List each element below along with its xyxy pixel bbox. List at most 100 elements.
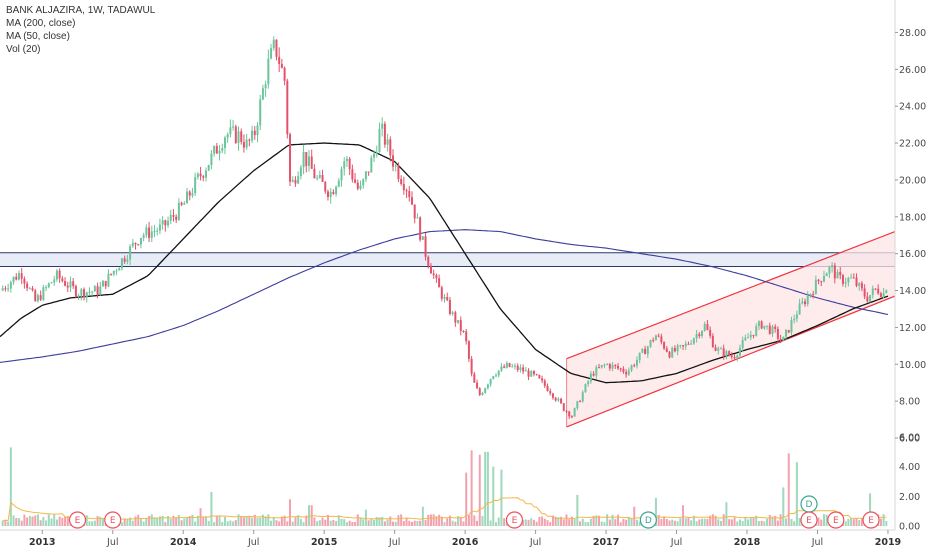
- volume-bar: [703, 518, 706, 526]
- volume-bar: [324, 519, 327, 526]
- volume-bar: [23, 514, 26, 526]
- candle-body: [801, 301, 804, 304]
- candle-body: [302, 152, 305, 168]
- candle-body: [513, 365, 516, 367]
- candle-body: [237, 131, 240, 143]
- candle-body: [251, 130, 254, 141]
- candle-body: [763, 325, 766, 329]
- volume-bar: [484, 451, 487, 526]
- candle-body: [337, 180, 340, 187]
- candle-body: [47, 283, 50, 288]
- volume-tick-label: 2.00: [899, 492, 920, 503]
- volume-bar: [679, 518, 682, 526]
- volume-bar: [351, 521, 354, 526]
- candle-body: [519, 367, 522, 370]
- regression-channel-layer: [566, 230, 896, 428]
- candle-body: [245, 139, 248, 148]
- volume-bar: [194, 521, 197, 526]
- candle-body: [378, 128, 381, 153]
- candle-body: [478, 388, 481, 395]
- candle-body: [101, 280, 104, 287]
- volume-bar: [234, 520, 237, 526]
- candle-body: [215, 146, 218, 154]
- volume-bar: [305, 515, 308, 526]
- candle-body: [573, 408, 576, 417]
- candle-body: [719, 348, 722, 350]
- candle-body: [324, 181, 327, 192]
- volume-bar: [232, 521, 235, 526]
- candle-body: [725, 351, 728, 357]
- volume-bar: [142, 521, 145, 526]
- volume-bar: [175, 517, 178, 526]
- candle-body: [158, 224, 161, 231]
- candle-body: [343, 161, 346, 169]
- candle-body: [541, 378, 544, 381]
- volume-bar: [270, 520, 273, 526]
- candle-body: [329, 191, 332, 197]
- volume-bar: [99, 516, 102, 526]
- volume-bar: [579, 521, 582, 526]
- volume-bar: [541, 516, 544, 526]
- dividend-marker-icon: D: [800, 495, 818, 513]
- candle-body: [682, 345, 685, 347]
- candle-body: [28, 288, 31, 290]
- candle-body: [630, 365, 633, 371]
- volume-bar: [85, 515, 88, 526]
- volume-bar: [635, 519, 638, 526]
- candle-body: [386, 139, 389, 145]
- candle-body: [413, 204, 416, 219]
- volume-bar: [744, 516, 747, 526]
- candle-body: [234, 126, 237, 143]
- volume-bar: [497, 517, 500, 526]
- volume-bar: [386, 519, 389, 526]
- volume-bar: [158, 516, 161, 526]
- candle-body: [118, 268, 121, 271]
- price-tick-label: 12.00: [899, 323, 926, 334]
- candle-body: [711, 335, 714, 348]
- price-tick-label: 26.00: [899, 65, 926, 76]
- volume-bar: [299, 518, 302, 526]
- candle-body: [177, 202, 180, 220]
- candle-body: [757, 321, 760, 327]
- volume-bar: [126, 519, 129, 526]
- candle-body: [703, 323, 706, 331]
- marker-label: E: [868, 516, 874, 526]
- volume-bar: [313, 517, 316, 526]
- candle-body: [416, 217, 419, 219]
- candle-body: [142, 235, 145, 238]
- volume-bar: [45, 520, 48, 526]
- candle-body: [316, 177, 319, 179]
- candle-body: [676, 345, 679, 352]
- candle-body: [199, 173, 202, 177]
- candle-body: [1, 288, 4, 291]
- candle-body: [459, 320, 462, 332]
- candle-body: [167, 220, 170, 226]
- volume-bar: [616, 514, 619, 526]
- volume-tick-label: 6.00: [899, 433, 920, 444]
- candle-body: [272, 39, 275, 49]
- candle-body: [26, 283, 29, 289]
- resistance-band: [0, 252, 895, 267]
- volume-bar: [291, 521, 294, 526]
- candle-body: [194, 177, 197, 194]
- volume-bar: [695, 521, 698, 526]
- price-tick-label: 28.00: [899, 28, 926, 39]
- volume-bar: [592, 515, 595, 526]
- candle-body: [798, 303, 801, 315]
- volume-bar: [4, 519, 7, 526]
- candle-body: [855, 277, 858, 286]
- time-tick-label: Jul: [811, 537, 823, 548]
- volume-bar: [725, 502, 728, 526]
- volume-bar: [397, 515, 400, 526]
- volume-bar: [337, 515, 340, 526]
- candle-body: [532, 371, 535, 375]
- candle-body: [790, 320, 793, 333]
- candle-body: [847, 277, 850, 283]
- candle-body: [527, 370, 530, 377]
- candle-layer: [1, 36, 888, 419]
- candle-body: [326, 191, 329, 197]
- candle-body: [66, 285, 69, 288]
- volume-bar: [443, 522, 446, 526]
